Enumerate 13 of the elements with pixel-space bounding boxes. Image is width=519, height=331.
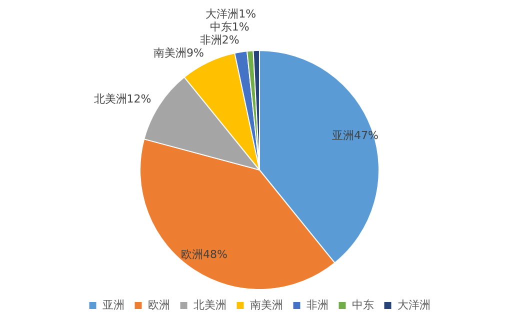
legend-label: 欧洲: [148, 298, 170, 312]
legend-label: 非洲: [306, 298, 328, 312]
legend-label: 大洋洲: [397, 298, 430, 312]
category-label: 中东1%: [210, 20, 250, 34]
category-label: 欧洲48%: [180, 248, 228, 262]
legend-label: 南美洲: [250, 298, 283, 312]
category-label: 南美洲9%: [153, 46, 204, 60]
legend-label: 亚洲: [102, 298, 124, 312]
category-label: 北美洲12%: [94, 92, 152, 106]
legend-label: 北美洲: [193, 298, 226, 312]
category-label: 非洲2%: [200, 33, 240, 46]
category-label: 大洋洲1%: [206, 7, 256, 20]
legend-label: 中东: [352, 298, 374, 312]
